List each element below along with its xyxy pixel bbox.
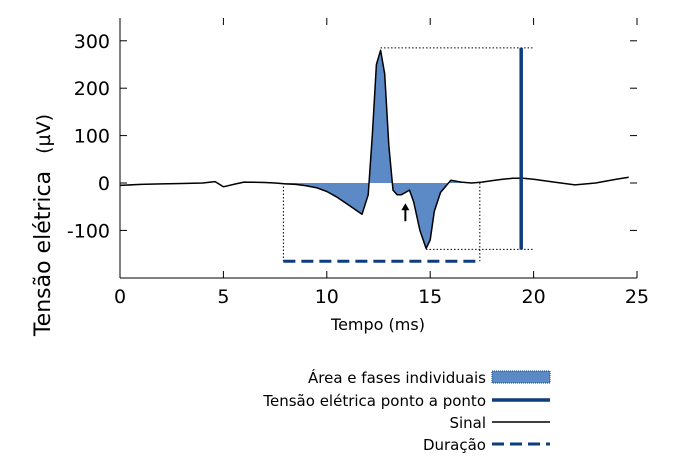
y-ticks: 300 200 100 0 -100	[67, 31, 637, 242]
y-axis-title-unit: (µV)	[33, 114, 55, 154]
x-tick-label-5: 5	[217, 286, 229, 308]
legend-label-signal: Sinal	[449, 414, 486, 432]
legend: Área e fases individuais Tensão elétrica…	[262, 368, 551, 454]
area-phases	[283, 50, 480, 249]
legend-label-peak-to-peak: Tensão elétrica ponto a ponto	[262, 392, 486, 410]
y-tick-label-100: 100	[74, 126, 110, 148]
x-tick-label-10: 10	[315, 286, 339, 308]
x-axis-title: Tempo (ms)	[330, 315, 425, 334]
x-ticks: 0 5 10 15 20 25	[114, 18, 649, 308]
signal-line	[119, 49, 629, 250]
x-tick-label-15: 15	[418, 286, 442, 308]
x-tick-label-0: 0	[114, 286, 126, 308]
guide-lines	[282, 47, 534, 262]
area-fill	[283, 50, 480, 249]
legend-swatch-area	[491, 370, 551, 384]
axes	[119, 18, 637, 279]
signal-trace	[119, 49, 629, 250]
x-tick-label-20: 20	[522, 286, 546, 308]
y-tick-label-200: 200	[74, 78, 110, 100]
legend-label-area: Área e fases individuais	[308, 368, 486, 387]
y-tick-label-0: 0	[98, 173, 110, 195]
x-tick-label-25: 25	[625, 286, 649, 308]
y-tick-label-300: 300	[74, 31, 110, 53]
legend-label-duration: Duração	[423, 436, 486, 454]
arrow-head	[401, 203, 410, 211]
y-axis-title: Tensão elétrica (µV)	[31, 114, 56, 337]
annotation-marks	[283, 47, 523, 263]
y-axis-title-text: Tensão elétrica	[31, 171, 56, 337]
y-tick-label--100: -100	[67, 220, 110, 242]
